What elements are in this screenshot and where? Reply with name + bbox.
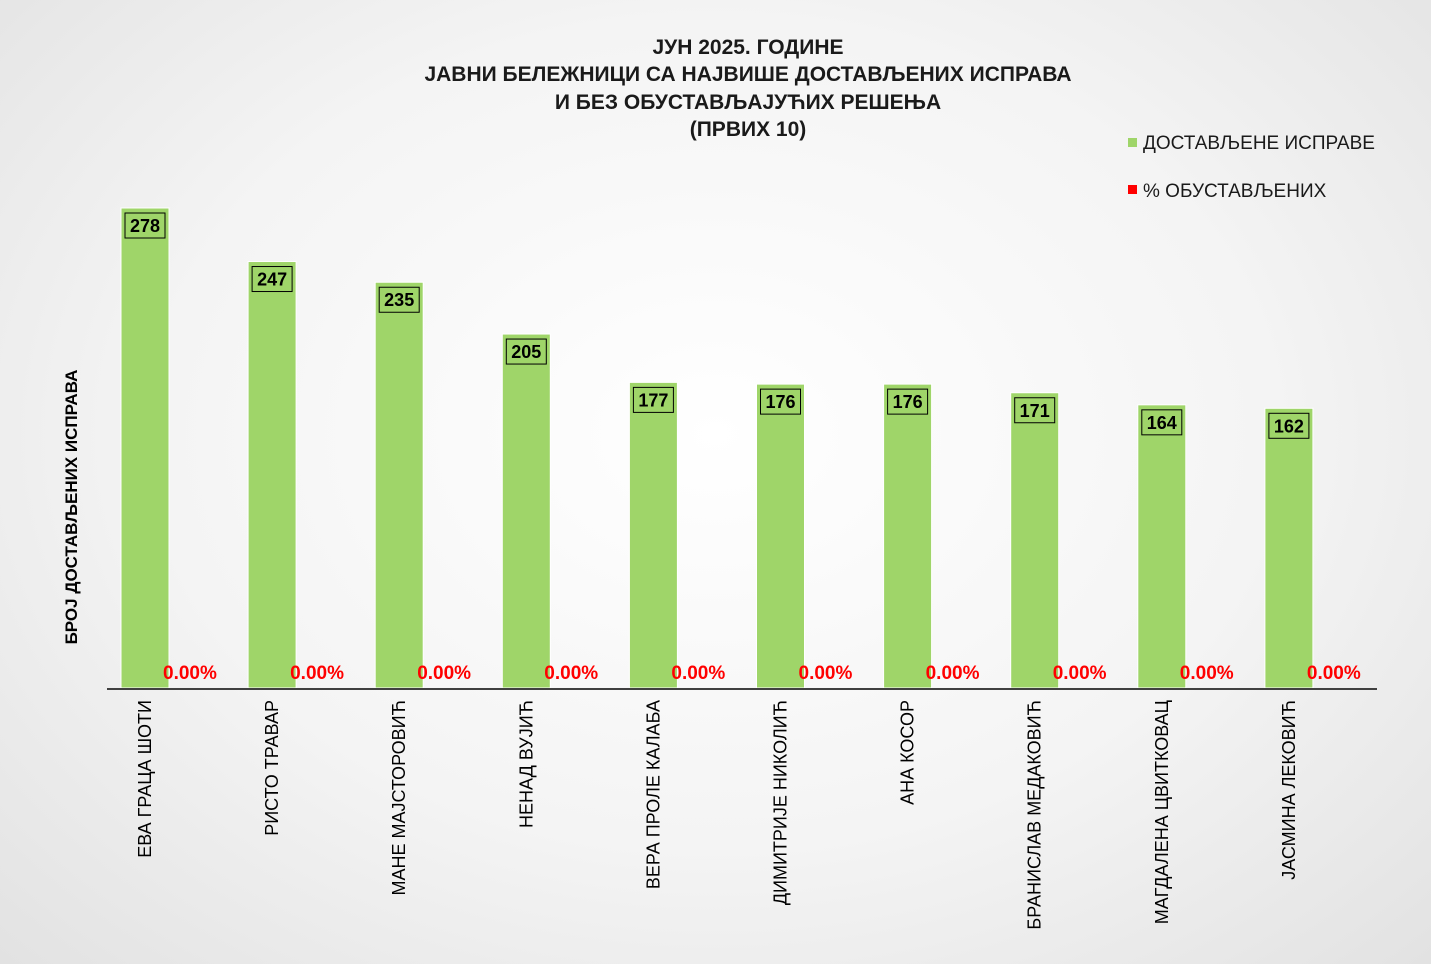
value-label-box: [632, 386, 674, 413]
percent-label: 0.00%: [1180, 663, 1234, 684]
value-label-box: [1014, 397, 1056, 424]
bar: [501, 333, 551, 689]
percent-label: 0.00%: [926, 663, 980, 684]
value-labels-group: 278 247 235 205 177 176 176 171 164 162: [124, 212, 1310, 439]
y-axis-label: БРОЈ ДОСТАВЉЕНИХ ИСПРАВА: [62, 370, 81, 645]
bar: [628, 381, 678, 689]
value-label-box: [378, 286, 420, 313]
bar: [120, 207, 170, 689]
legend-label-suspended: % ОБУСТАВЉЕНИХ: [1143, 181, 1327, 202]
percent-label: 0.00%: [544, 663, 598, 684]
category-label: РИСТО ТРАВАР: [262, 700, 282, 836]
percent-label: 0.00%: [1307, 663, 1361, 684]
category-label: МАНЕ МАЈСТОРОВИЋ: [389, 700, 409, 896]
value-label-box: [1141, 409, 1183, 436]
chart-title: ЈУН 2025. ГОДИНЕ ЈАВНИ БЕЛЕЖНИЦИ СА НАЈВ…: [424, 36, 1071, 141]
percent-label: 0.00%: [290, 663, 344, 684]
value-label: 162: [1274, 416, 1304, 436]
category-label: АНА КОСОР: [898, 700, 918, 805]
category-labels-group: ЕВА ГРАЦА ШОТИ РИСТО ТРАВАР МАНЕ МАЈСТОРОВ…: [135, 700, 1299, 930]
bar: [247, 261, 297, 689]
category-label: ЕВА ГРАЦА ШОТИ: [135, 700, 155, 858]
bars-group: [120, 207, 1314, 689]
legend-label-delivered: ДОСТАВЉЕНЕ ИСПРАВЕ: [1143, 133, 1375, 154]
value-label-box: [1268, 412, 1310, 439]
value-label-box: [760, 388, 801, 415]
value-label-box: [505, 338, 547, 365]
percent-label: 0.00%: [799, 663, 853, 684]
value-label-box: [251, 266, 293, 293]
value-label: 235: [384, 290, 414, 310]
value-label: 177: [638, 390, 668, 410]
title-line-4: (ПРВИХ 10): [690, 118, 807, 141]
category-label: НЕНАД ВУЈИЋ: [516, 700, 536, 828]
bar: [756, 383, 805, 689]
bar: [374, 281, 424, 689]
percent-label: 0.00%: [1053, 663, 1107, 684]
category-label: ДИМИТРИЈЕ НИКОЛИЋ: [771, 700, 791, 905]
value-label: 171: [1020, 401, 1050, 421]
percent-labels-group: 0.00% 0.00% 0.00% 0.00% 0.00% 0.00% 0.00% 0.00%…: [163, 663, 1361, 684]
legend: ДОСТАВЉЕНЕ ИСПРАВЕ % ОБУСТАВЉЕНИХ: [1128, 133, 1375, 202]
value-label: 164: [1147, 413, 1177, 433]
category-label: БРАНИСЛАВ МЕДАКОВИЋ: [1025, 700, 1045, 930]
value-label: 247: [257, 270, 287, 290]
percent-label: 0.00%: [671, 663, 725, 684]
value-label-box: [124, 212, 166, 239]
bar: [1264, 407, 1314, 689]
title-line-3: И БЕЗ ОБУСТАВЉАЈУЋИХ РЕШЕЊА: [555, 91, 941, 114]
legend-marker-delivered: [1128, 138, 1137, 147]
category-label: МАГДАЛЕНА ЦВИТКОВАЦ: [1152, 700, 1172, 924]
percent-label: 0.00%: [163, 663, 217, 684]
bar: [1137, 404, 1187, 689]
percent-label: 0.00%: [417, 663, 471, 684]
value-label-box: [887, 388, 929, 415]
value-label: 176: [765, 392, 795, 412]
bar: [1010, 392, 1060, 689]
bar: [883, 383, 933, 689]
category-label: ВЕРА ПРОЛЕ КАЛАБА: [643, 700, 663, 889]
value-label: 176: [893, 392, 923, 412]
category-label: ЈАСМИНА ЛЕКОВИЋ: [1279, 700, 1299, 880]
value-label: 278: [130, 216, 160, 236]
title-line-2: ЈАВНИ БЕЛЕЖНИЦИ СА НАЈВИШЕ ДОСТАВЉЕНИХ И…: [424, 63, 1071, 86]
legend-marker-suspended: [1128, 185, 1137, 194]
title-line-1: ЈУН 2025. ГОДИНЕ: [652, 36, 843, 59]
value-label: 205: [511, 342, 541, 362]
